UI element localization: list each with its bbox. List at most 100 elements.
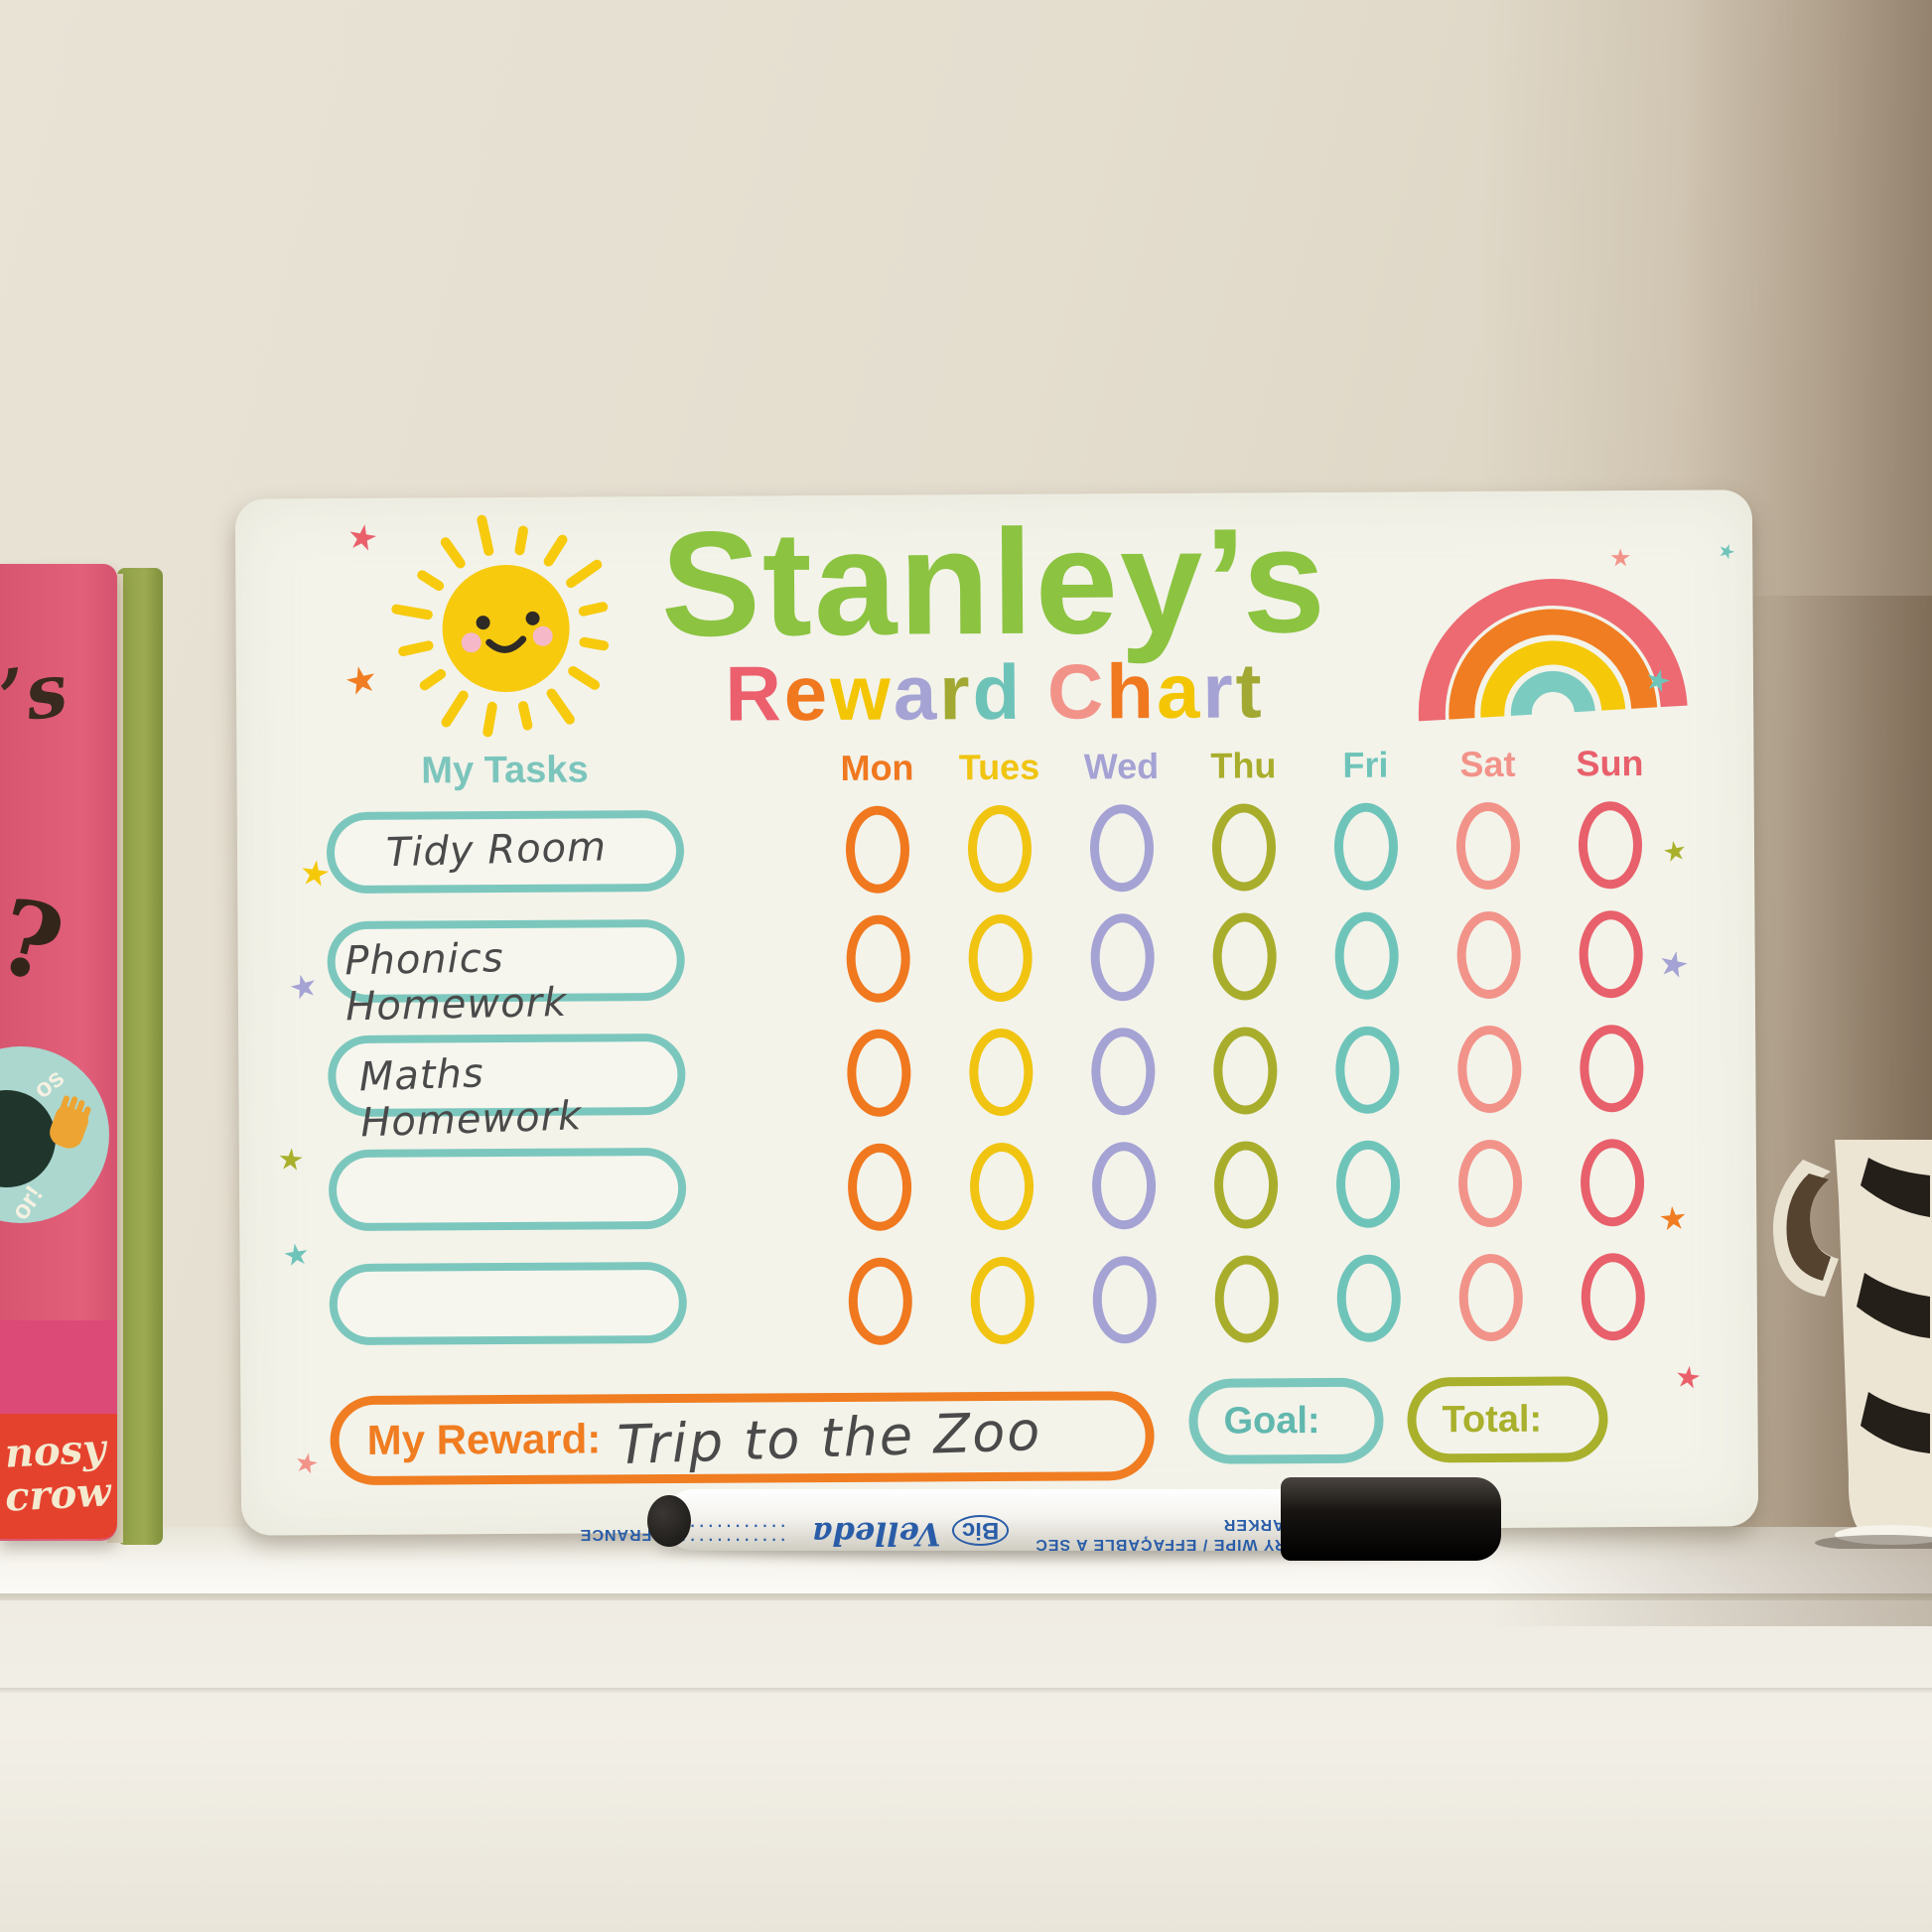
subtitle-letter: R — [725, 649, 785, 738]
reward-circle-thu-row1 — [1211, 803, 1277, 892]
sun-icon — [391, 514, 610, 738]
reward-circle-fri-row4 — [1335, 1140, 1401, 1228]
reward-circle-sun-row3 — [1580, 1025, 1644, 1113]
shelf-shadow-right — [1489, 1527, 1932, 1626]
book-question-mark: ? — [0, 874, 74, 1008]
zebra-mug — [1773, 1140, 1932, 1549]
reward-circle-sun-row4 — [1580, 1139, 1645, 1227]
task-pill-4 — [328, 1147, 687, 1232]
reward-circle-sat-row4 — [1457, 1139, 1523, 1228]
reward-circle-sun-row5 — [1581, 1253, 1646, 1341]
reward-value-handwriting: Trip to the Zoo — [616, 1399, 1042, 1476]
star-icon — [288, 971, 320, 1003]
reward-circle-wed-row3 — [1091, 1028, 1156, 1116]
reward-circle-mon-row1 — [845, 805, 910, 894]
pen-dot-pattern: ∙∙∙∙∙∙∙∙∙∙∙∙ ∙∙∙∙∙∙∙∙∙∙∙∙ — [677, 1515, 786, 1554]
star-icon — [278, 1147, 304, 1173]
star-icon — [1657, 948, 1690, 981]
task-handwriting: Phonics Homework — [344, 935, 568, 1031]
star-icon — [299, 858, 330, 889]
subtitle-letter — [1023, 648, 1047, 736]
reward-circle-sat-row1 — [1455, 801, 1521, 891]
star-icon — [283, 1242, 310, 1269]
whiteboard-marker: DRY WIPE / EFFAÇABLE A SEC MARKER Bic Ve… — [580, 1475, 1509, 1565]
reward-label: My Reward: — [366, 1415, 602, 1463]
reward-chart-board: Stanley’s Reward Chart My Tasks Mon Tues W… — [234, 489, 1759, 1536]
reward-circle-sun-row2 — [1579, 910, 1643, 999]
reward-circle-mon-row4 — [847, 1143, 912, 1231]
reward-circle-tues-row5 — [970, 1256, 1035, 1345]
reward-circle-tues-row4 — [969, 1142, 1035, 1231]
pen-print: DRY WIPE / EFFAÇABLE A SEC MARKER Bic Ve… — [580, 1507, 1299, 1561]
task-handwriting: Tidy Room — [385, 824, 608, 877]
star-icon — [1675, 1364, 1702, 1391]
reward-circle-thu-row5 — [1214, 1255, 1280, 1343]
subtitle-letter: C — [1046, 647, 1107, 736]
book-title-fragment: ’s — [0, 646, 73, 742]
task-handwriting: Maths Homework — [358, 1050, 583, 1147]
subtitle-letter: a — [1156, 646, 1203, 736]
subtitle-letter: e — [783, 649, 831, 738]
day-header-sun: Sun — [1576, 743, 1644, 784]
day-header-thu: Thu — [1210, 745, 1277, 786]
reward-circle-thu-row3 — [1213, 1027, 1278, 1115]
subtitle-letter: d — [972, 647, 1024, 737]
subtitle-letter: h — [1105, 647, 1158, 736]
tasks-column-header: My Tasks — [421, 749, 589, 792]
day-header-mon: Mon — [840, 747, 914, 788]
pen-brand-logo: Bic Velleda — [812, 1515, 1010, 1553]
goal-label: Goal: — [1223, 1399, 1320, 1443]
reward-circle-mon-row2 — [846, 914, 910, 1003]
reward-circle-fri-row3 — [1335, 1026, 1400, 1114]
rainbow-icon — [1418, 579, 1688, 722]
shelf-front-face — [0, 1600, 1932, 1932]
pen-barrel: DRY WIPE / EFFAÇABLE A SEC MARKER Bic Ve… — [580, 1489, 1299, 1554]
reward-circle-wed-row1 — [1089, 804, 1155, 893]
book-band-red — [0, 1414, 117, 1539]
reward-circle-sat-row2 — [1456, 910, 1521, 1000]
pen-origin-text: FRANCE — [579, 1526, 652, 1543]
reward-circle-tues-row2 — [968, 913, 1033, 1003]
goal-field: Goal: — [1188, 1377, 1384, 1464]
reward-circle-fri-row5 — [1336, 1254, 1402, 1342]
day-header-wed: Wed — [1083, 745, 1160, 787]
reward-field: My Reward: Trip to the Zoo — [330, 1391, 1155, 1486]
subtitle-letter: t — [1235, 646, 1265, 735]
reward-circle-sat-row5 — [1458, 1253, 1524, 1342]
pen-cap — [1281, 1477, 1501, 1561]
total-label: Total: — [1442, 1398, 1543, 1441]
task-pill-5 — [329, 1261, 688, 1346]
reward-circle-tues-row1 — [967, 804, 1033, 894]
reward-circle-thu-row2 — [1212, 912, 1277, 1001]
picture-book: ’s ? os or! nosy crow — [0, 564, 167, 1549]
reward-circle-mon-row3 — [847, 1029, 911, 1117]
pen-marker-text: DRY WIPE / EFFAÇABLE A SEC MARKER — [1035, 1516, 1299, 1553]
shelf-groove-line — [0, 1688, 1932, 1694]
subtitle-letter: a — [893, 648, 940, 737]
reward-circle-wed-row2 — [1090, 913, 1155, 1002]
book-back-cover — [117, 568, 163, 1545]
subtitle-letter: w — [829, 648, 895, 738]
subtitle-letter: r — [1202, 646, 1236, 735]
day-header-tues: Tues — [958, 746, 1040, 788]
total-field: Total: — [1407, 1376, 1608, 1463]
subtitle-letter: r — [938, 648, 973, 737]
shelf-front-edge — [0, 1593, 1932, 1603]
day-header-fri: Fri — [1342, 744, 1389, 785]
publisher-logo: nosy crow — [3, 1425, 112, 1521]
star-icon — [1662, 839, 1688, 865]
day-header-sat: Sat — [1459, 743, 1516, 785]
star-icon — [294, 1450, 320, 1476]
reward-circle-sun-row1 — [1578, 801, 1643, 890]
reward-circle-sat-row3 — [1457, 1025, 1522, 1114]
reward-circle-tues-row3 — [969, 1028, 1034, 1117]
reward-circle-fri-row2 — [1334, 911, 1399, 1000]
reward-circle-wed-row4 — [1091, 1142, 1157, 1230]
book-front-cover: ’s ? os or! nosy crow — [0, 564, 117, 1541]
reward-circle-thu-row4 — [1213, 1141, 1279, 1229]
reward-circle-mon-row5 — [848, 1257, 913, 1345]
star-icon — [1659, 1205, 1687, 1233]
publisher-line2: crow — [3, 1468, 112, 1521]
pen-end-button — [647, 1495, 691, 1547]
book-band-pink — [0, 1320, 117, 1414]
